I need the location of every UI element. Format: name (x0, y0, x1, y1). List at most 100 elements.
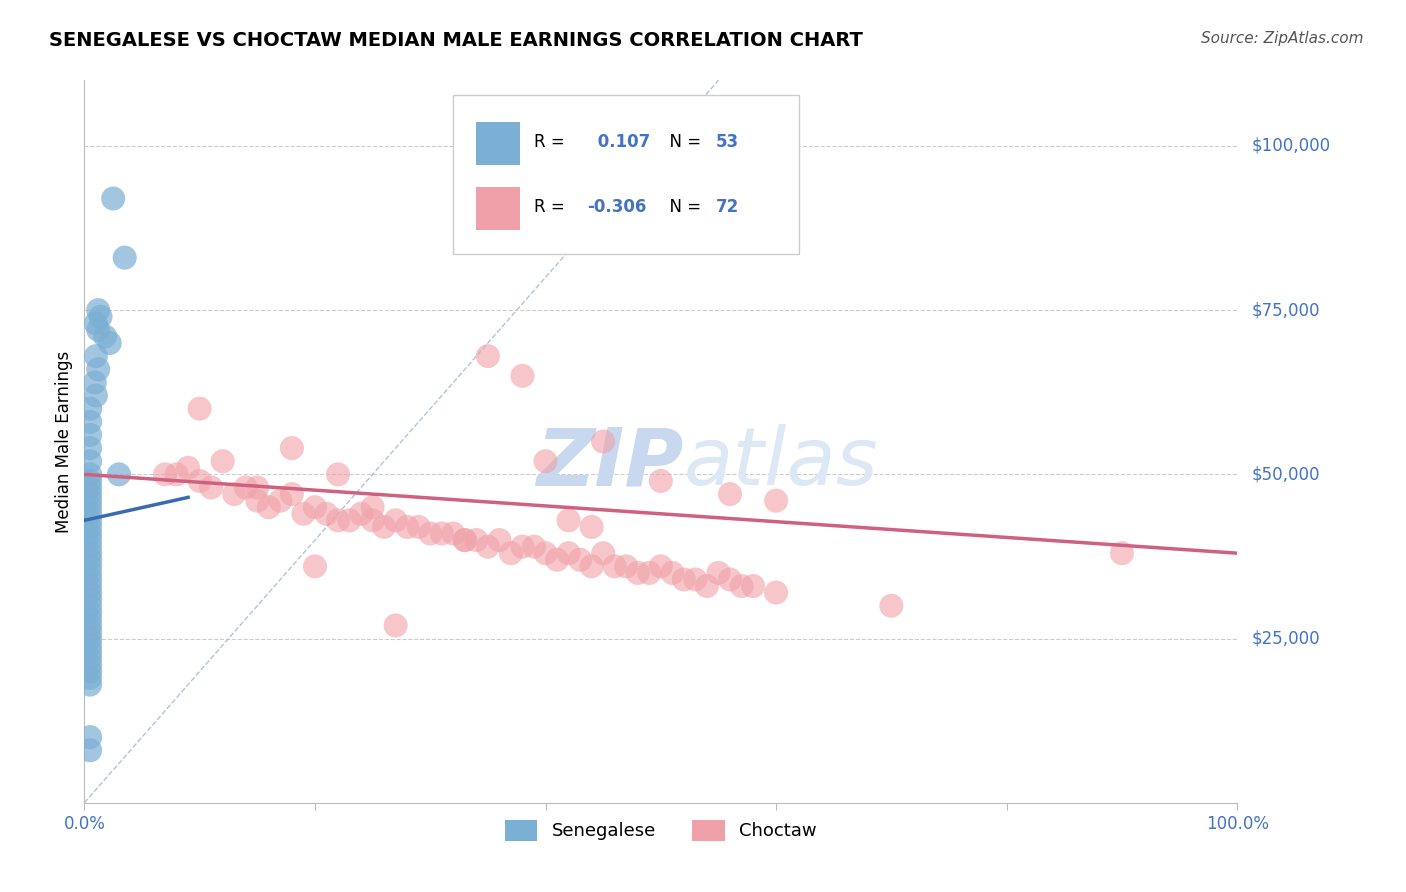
Point (79, 559, 101, 574)
Point (87, 362, 110, 376)
Point (79, 671, 101, 685)
Point (419, 526, 441, 541)
Text: $25,000: $25,000 (1251, 630, 1320, 648)
Point (581, 520, 603, 534)
Point (477, 540, 499, 554)
Point (281, 487, 304, 501)
Point (79, 632, 101, 646)
Point (79, 474, 101, 488)
Point (304, 500, 326, 515)
Point (650, 474, 672, 488)
Y-axis label: Median Male Earnings: Median Male Earnings (55, 351, 73, 533)
Point (79, 513, 101, 527)
Point (84, 388, 107, 402)
Point (83, 376, 105, 390)
Point (614, 559, 637, 574)
Text: atlas: atlas (683, 425, 879, 502)
Text: $50,000: $50,000 (1251, 466, 1320, 483)
Point (84, 349, 107, 363)
Point (557, 546, 579, 560)
Point (79, 540, 101, 554)
Point (361, 500, 384, 515)
Text: N =: N = (658, 198, 706, 216)
Point (512, 368, 534, 383)
Point (84, 316, 107, 330)
Point (281, 441, 304, 455)
Point (79, 493, 101, 508)
Point (108, 467, 131, 482)
Point (408, 520, 430, 534)
Point (79, 645, 101, 659)
Point (79, 500, 101, 515)
Point (718, 487, 741, 501)
Point (79, 618, 101, 632)
Point (79, 566, 101, 580)
Point (730, 579, 752, 593)
Point (350, 507, 373, 521)
Point (103, 192, 124, 206)
Point (603, 559, 626, 574)
Point (592, 434, 614, 449)
Point (339, 513, 361, 527)
Point (79, 487, 101, 501)
Point (79, 730, 101, 744)
Point (79, 553, 101, 567)
Point (765, 493, 787, 508)
Point (454, 533, 477, 547)
Point (361, 513, 384, 527)
Point (79, 585, 101, 599)
Point (546, 553, 568, 567)
Point (557, 513, 579, 527)
Point (592, 546, 614, 560)
Point (488, 533, 510, 547)
Point (79, 520, 101, 534)
Point (315, 507, 337, 521)
Point (384, 513, 406, 527)
Point (661, 566, 683, 580)
Point (79, 507, 101, 521)
Point (79, 415, 101, 429)
Point (512, 540, 534, 554)
Point (94, 329, 117, 343)
Point (304, 559, 326, 574)
Point (79, 665, 101, 679)
Point (89, 310, 111, 324)
Text: 72: 72 (716, 198, 740, 216)
Text: $75,000: $75,000 (1251, 301, 1320, 319)
Point (696, 579, 718, 593)
Point (523, 540, 546, 554)
Point (627, 566, 650, 580)
Point (534, 454, 557, 468)
Point (224, 487, 246, 501)
Point (79, 625, 101, 640)
Point (79, 579, 101, 593)
Point (326, 513, 349, 527)
Point (79, 546, 101, 560)
Point (396, 520, 419, 534)
Point (246, 481, 269, 495)
Point (79, 657, 101, 672)
Point (246, 493, 269, 508)
Point (166, 467, 188, 482)
Point (79, 599, 101, 613)
Point (430, 526, 453, 541)
Point (79, 605, 101, 619)
Point (477, 349, 499, 363)
Point (188, 401, 211, 416)
Point (373, 520, 395, 534)
Point (188, 474, 211, 488)
Point (153, 467, 176, 482)
Point (79, 612, 101, 626)
Point (79, 573, 101, 587)
Point (79, 401, 101, 416)
Point (200, 481, 222, 495)
Point (114, 251, 136, 265)
Point (79, 454, 101, 468)
Text: 0.107: 0.107 (592, 133, 650, 151)
Text: -0.306: -0.306 (588, 198, 647, 216)
Point (87, 303, 110, 318)
Point (79, 651, 101, 665)
Point (269, 493, 291, 508)
Point (672, 573, 695, 587)
Point (211, 454, 233, 468)
